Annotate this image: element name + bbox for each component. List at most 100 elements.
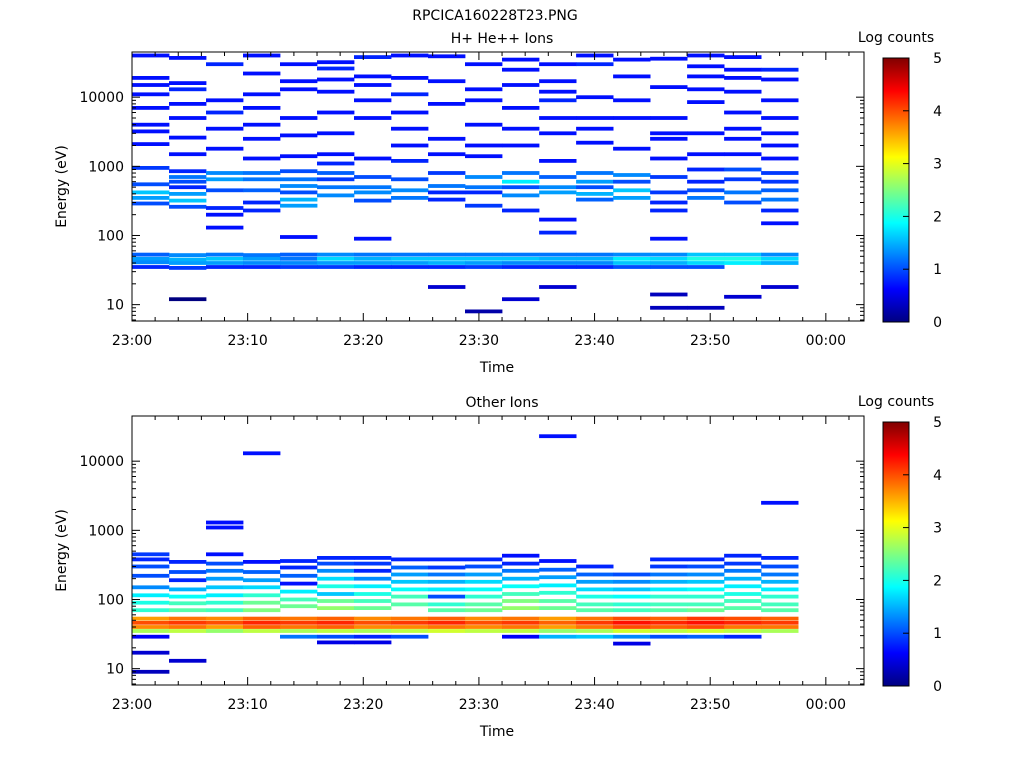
heatmap-cell [650, 175, 688, 179]
heatmap-cell [761, 116, 799, 120]
heatmap-cell [724, 568, 762, 573]
heatmap-cell [169, 578, 207, 583]
heatmap-cell [539, 575, 577, 580]
heatmap-cell [280, 169, 318, 174]
heatmap-cell [280, 559, 318, 563]
heatmap-cell [317, 261, 355, 265]
heatmap-cell [354, 568, 392, 573]
heatmap-cell [428, 197, 466, 202]
heatmap-cell [391, 557, 429, 562]
heatmap-cell [465, 154, 503, 159]
heatmap-cell [761, 171, 799, 175]
heatmap-cell [687, 152, 725, 157]
heatmap-cell [317, 152, 355, 157]
heatmap-cell [465, 175, 503, 179]
heatmap-cell [761, 616, 799, 621]
heatmap-cell [687, 87, 725, 92]
heatmap-cell [465, 98, 503, 103]
heatmap-cell [539, 620, 577, 625]
heatmap-cell [317, 620, 355, 625]
heatmap-cell [613, 634, 651, 639]
heatmap-cell [687, 188, 725, 193]
heatmap-cell [761, 179, 799, 184]
heatmap-cell [243, 616, 281, 621]
plot-frame [131, 415, 865, 686]
heatmap-cell [613, 629, 651, 633]
heatmap-cell [132, 629, 170, 633]
heatmap-cell [724, 190, 762, 195]
heatmap-cell [576, 261, 614, 265]
heatmap-cell [576, 197, 614, 202]
heatmap-cell [317, 252, 355, 257]
heatmap-cell [243, 600, 281, 605]
heatmap-cell [761, 156, 799, 161]
heatmap-cell [280, 154, 318, 159]
heatmap-cell [502, 599, 540, 603]
heatmap-cell [539, 434, 577, 439]
heatmap-cell [280, 177, 318, 182]
heatmap-cell [206, 629, 244, 633]
heatmap-cell [280, 261, 318, 265]
y-tick-label: 10000 [79, 90, 124, 106]
heatmap-cell [687, 557, 725, 562]
heatmap-cell [243, 92, 281, 97]
heatmap-cell [354, 576, 392, 581]
heatmap-cell [613, 625, 651, 629]
heatmap-cell [169, 135, 207, 140]
heatmap-cell [724, 620, 762, 625]
heatmap-cell [650, 305, 688, 310]
heatmap-cell [761, 500, 799, 505]
heatmap-cell [465, 252, 503, 257]
heatmap-cell [169, 570, 207, 574]
panel-title: Other Ions [465, 395, 538, 411]
heatmap-cell [650, 85, 688, 89]
heatmap-cell [650, 131, 688, 136]
heatmap-cell [243, 156, 281, 161]
heatmap-cell [280, 252, 318, 257]
heatmap-cell [169, 601, 207, 606]
heatmap-cell [687, 587, 725, 592]
heatmap-cell [354, 620, 392, 625]
heatmap-cell [465, 629, 503, 633]
heatmap-cell [650, 564, 688, 569]
heatmap-cell [502, 208, 540, 213]
heatmap-cell [169, 116, 207, 120]
heatmap-cell [317, 177, 355, 182]
heatmap-cell [576, 602, 614, 607]
heatmap-cell [280, 581, 318, 586]
heatmap-cell [354, 640, 392, 645]
heatmap-cell [391, 143, 429, 148]
heatmap-cell [243, 177, 281, 182]
heatmap-cell [724, 616, 762, 621]
heatmap-cell [687, 179, 725, 184]
heatmap-cell [169, 185, 207, 190]
heatmap-cell [761, 188, 799, 193]
heatmap-cell [206, 146, 244, 151]
heatmap-cell [280, 79, 318, 84]
heatmap-cell [354, 606, 392, 610]
heatmap-cell [761, 285, 799, 289]
heatmap-cell [613, 179, 651, 184]
heatmap-cell [428, 579, 466, 584]
heatmap-cell [502, 561, 540, 566]
heatmap-cell [391, 177, 429, 182]
y-tick-label: 1000 [88, 159, 124, 175]
heatmap-cell [502, 256, 540, 261]
heatmap-cell [465, 564, 503, 569]
heatmap-cell [576, 126, 614, 131]
heatmap-cell [650, 608, 688, 613]
heatmap-cell [724, 634, 762, 639]
heatmap-cell [465, 579, 503, 584]
heatmap-cell [724, 576, 762, 581]
heatmap-cell [761, 256, 799, 261]
heatmap-cell [243, 122, 281, 127]
heatmap-cell [169, 192, 207, 196]
heatmap-cell [650, 629, 688, 633]
heatmap-cell [243, 625, 281, 629]
heatmap-cell [132, 182, 170, 187]
heatmap-cell [206, 171, 244, 175]
heatmap-cell [206, 616, 244, 621]
heatmap-cell [391, 629, 429, 633]
